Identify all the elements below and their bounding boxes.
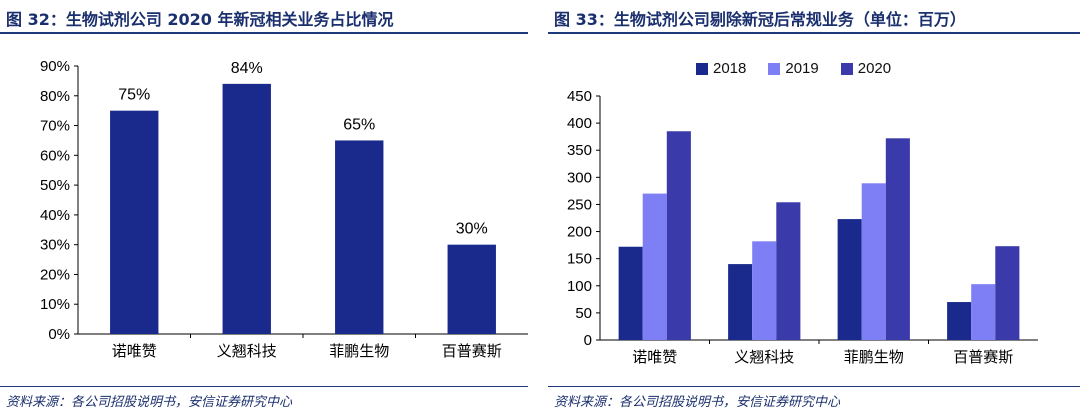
y-tick-label: 60% bbox=[40, 147, 70, 164]
y-tick-label: 250 bbox=[567, 196, 592, 213]
legend-item-2020: 2020 bbox=[840, 60, 892, 77]
bar bbox=[222, 83, 271, 334]
bar-2018 bbox=[728, 264, 753, 340]
figure-33-panel: 图 33：生物试剂公司剔除新冠后常规业务（单位：百万） 2018 2019 20… bbox=[548, 0, 1080, 417]
bar-2020 bbox=[885, 138, 910, 340]
y-tick-label: 30% bbox=[40, 237, 70, 254]
bar-value-label: 84% bbox=[231, 60, 263, 77]
y-tick-label: 90% bbox=[40, 58, 70, 75]
bar-2019 bbox=[752, 241, 777, 340]
x-category-label: 诺唯赞 bbox=[632, 348, 677, 366]
y-tick-label: 70% bbox=[40, 118, 70, 135]
chart-legend: 2018 2019 2020 bbox=[696, 60, 891, 77]
source-rule bbox=[548, 386, 1080, 387]
y-tick-label: 300 bbox=[567, 169, 592, 186]
bar-value-label: 65% bbox=[343, 116, 375, 133]
x-category-label: 诺唯赞 bbox=[112, 342, 157, 360]
legend-item-2019: 2019 bbox=[768, 60, 819, 77]
bar-2018 bbox=[947, 302, 972, 340]
y-tick-label: 50% bbox=[40, 177, 70, 194]
legend-swatch-2020 bbox=[840, 62, 853, 75]
y-tick-label: 150 bbox=[567, 251, 592, 268]
bar-2018 bbox=[618, 246, 643, 340]
y-tick-label: 50 bbox=[575, 305, 592, 322]
bar-2020 bbox=[995, 246, 1020, 340]
y-tick-label: 0 bbox=[584, 332, 592, 349]
x-category-label: 百普赛斯 bbox=[953, 348, 1013, 366]
revenue-bar-chart: 0 50 100 150 200 250 300 350 400 450 诺唯赞 义翘科技 菲鹏生物 百普… bbox=[567, 88, 1038, 366]
y-tick-label: 200 bbox=[567, 224, 592, 241]
legend-label-2019: 2019 bbox=[785, 60, 819, 77]
bar-2019 bbox=[971, 284, 996, 340]
figure-32-title: 图 32：生物试剂公司 2020 年新冠相关业务占比情况 bbox=[6, 10, 394, 29]
bar-value-label: 75% bbox=[118, 87, 150, 104]
figure-33-title: 图 33：生物试剂公司剔除新冠后常规业务（单位：百万） bbox=[554, 10, 966, 29]
legend-swatch-2018 bbox=[696, 62, 708, 75]
legend-label-2018: 2018 bbox=[713, 60, 747, 77]
bar-2019 bbox=[861, 183, 886, 340]
x-category-label: 百普赛斯 bbox=[442, 342, 502, 360]
bar-value-label: 30% bbox=[456, 221, 488, 238]
y-tick-label: 100 bbox=[567, 278, 592, 295]
y-tick-label: 450 bbox=[567, 88, 592, 105]
x-category-label: 义翘科技 bbox=[217, 342, 277, 360]
bar bbox=[335, 140, 384, 334]
legend-label-2020: 2020 bbox=[857, 60, 892, 77]
bar-2020 bbox=[776, 202, 801, 340]
bar-2019 bbox=[642, 193, 667, 340]
bar bbox=[110, 110, 159, 335]
bar-2018 bbox=[837, 219, 862, 340]
y-tick-label: 10% bbox=[40, 296, 70, 313]
figure-33-source: 资料来源：各公司招股说明书，安信证券研究中心 bbox=[554, 395, 841, 410]
x-category-label: 义翘科技 bbox=[734, 348, 794, 366]
figure-32-panel: 图 32：生物试剂公司 2020 年新冠相关业务占比情况 0% 10% 20% 30%… bbox=[0, 0, 528, 417]
share-bar-chart: 0% 10% 20% 30% 40% 50% 60% 70% 80% 90% 诺唯赞 义翘科技 菲鹏生物… bbox=[40, 58, 528, 360]
y-tick-label: 350 bbox=[567, 142, 592, 159]
x-category-label: 菲鹏生物 bbox=[844, 348, 904, 366]
y-tick-label: 80% bbox=[40, 88, 70, 105]
title-rule bbox=[0, 32, 528, 34]
bar-2020 bbox=[666, 131, 691, 340]
y-tick-label: 20% bbox=[40, 266, 70, 283]
x-category-label: 菲鹏生物 bbox=[329, 342, 389, 360]
legend-item-2018: 2018 bbox=[696, 60, 746, 77]
y-tick-label: 400 bbox=[567, 115, 592, 132]
title-rule bbox=[548, 32, 1080, 34]
figure-32-source: 资料来源：各公司招股说明书，安信证券研究中心 bbox=[6, 395, 293, 410]
y-tick-label: 0% bbox=[48, 326, 70, 343]
y-tick-label: 40% bbox=[40, 207, 70, 224]
legend-swatch-2019 bbox=[768, 62, 781, 75]
bar bbox=[447, 244, 496, 334]
source-rule bbox=[0, 386, 528, 387]
